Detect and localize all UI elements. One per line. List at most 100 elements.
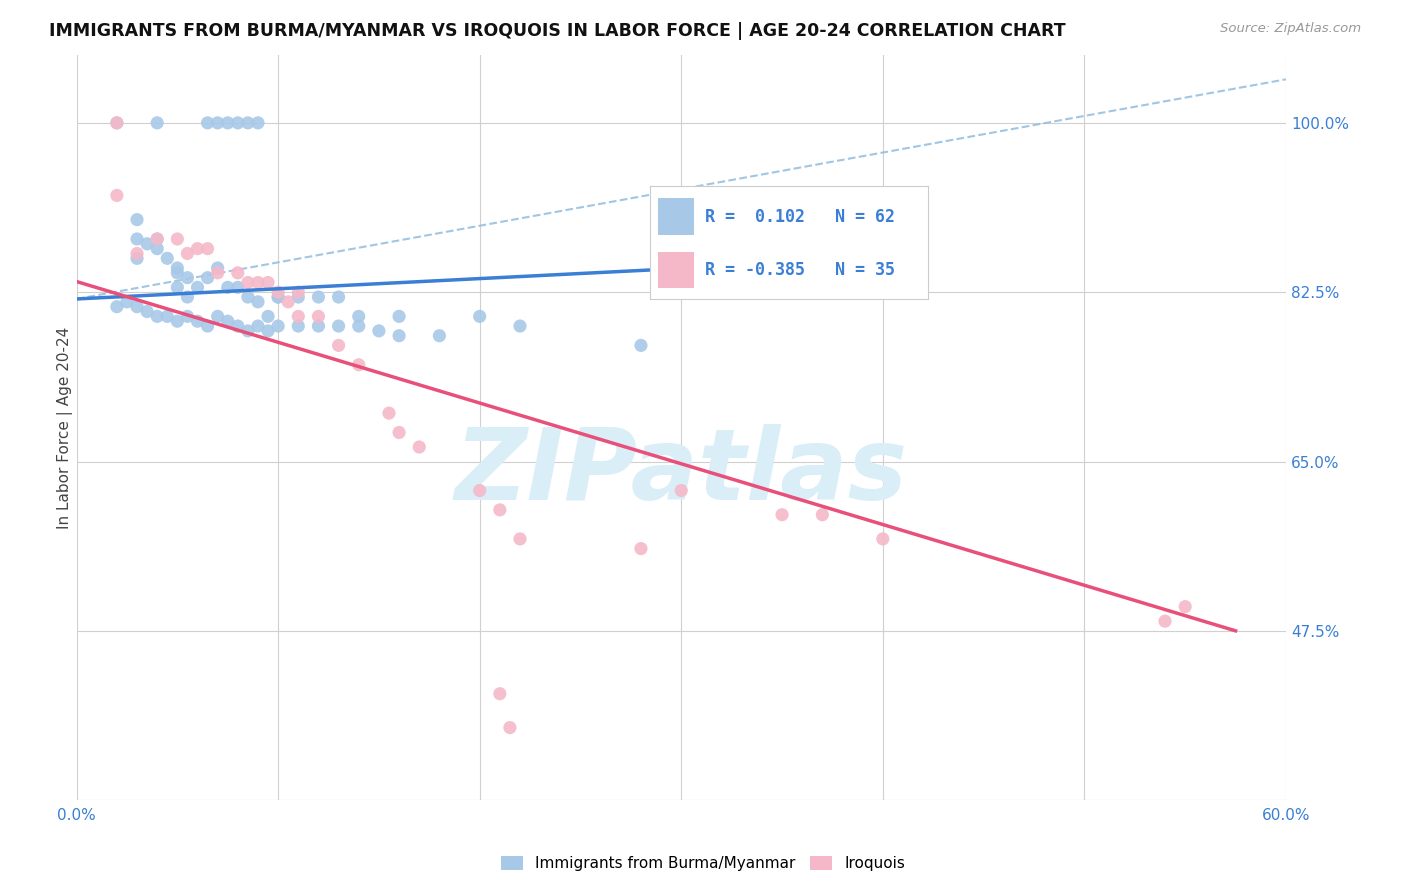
Point — [277, 294, 299, 309]
Point — [146, 116, 169, 130]
Point — [105, 116, 128, 130]
Text: Source: ZipAtlas.com: Source: ZipAtlas.com — [1220, 22, 1361, 36]
Point — [197, 116, 219, 130]
Point — [176, 270, 198, 285]
Point — [811, 508, 834, 522]
Point — [166, 266, 188, 280]
Point — [246, 319, 269, 334]
Point — [105, 188, 128, 202]
Point — [671, 483, 693, 498]
Point — [388, 425, 411, 440]
Point — [489, 687, 512, 701]
Point — [105, 300, 128, 314]
Point — [136, 304, 159, 318]
Bar — [658, 252, 695, 288]
Point — [257, 310, 280, 324]
Point — [217, 280, 239, 294]
Point — [468, 483, 491, 498]
Point — [246, 276, 269, 290]
Point — [236, 290, 259, 304]
Point — [166, 260, 188, 275]
Point — [328, 338, 350, 352]
Point — [207, 266, 229, 280]
Point — [166, 314, 188, 328]
Point — [307, 319, 329, 334]
Point — [489, 503, 512, 517]
Point — [388, 328, 411, 343]
Point — [236, 276, 259, 290]
Y-axis label: In Labor Force | Age 20-24: In Labor Force | Age 20-24 — [58, 326, 73, 529]
Point — [257, 276, 280, 290]
Point — [367, 324, 389, 338]
Point — [509, 532, 531, 546]
Point — [307, 310, 329, 324]
Point — [207, 116, 229, 130]
Point — [408, 440, 430, 454]
Point — [125, 300, 148, 314]
Text: R =  0.102   N = 62: R = 0.102 N = 62 — [706, 208, 896, 226]
Point — [207, 260, 229, 275]
Point — [267, 290, 290, 304]
Point — [236, 116, 259, 130]
Point — [197, 270, 219, 285]
Bar — [658, 199, 695, 235]
Point — [207, 310, 229, 324]
Point — [146, 310, 169, 324]
Point — [125, 246, 148, 260]
Point — [226, 280, 249, 294]
Point — [307, 290, 329, 304]
Point — [328, 290, 350, 304]
Point — [226, 319, 249, 334]
Point — [197, 319, 219, 334]
Point — [267, 285, 290, 300]
Point — [166, 280, 188, 294]
Point — [236, 324, 259, 338]
Point — [509, 319, 531, 334]
Point — [468, 310, 491, 324]
Point — [217, 314, 239, 328]
Point — [176, 310, 198, 324]
Point — [630, 338, 652, 352]
Point — [136, 236, 159, 251]
Point — [770, 508, 793, 522]
Point — [186, 280, 208, 294]
Point — [197, 242, 219, 256]
Point — [125, 252, 148, 266]
Point — [287, 310, 309, 324]
Point — [166, 232, 188, 246]
Point — [105, 116, 128, 130]
Point — [186, 314, 208, 328]
Point — [347, 319, 370, 334]
Point — [429, 328, 451, 343]
Point — [630, 541, 652, 556]
Point — [176, 290, 198, 304]
Point — [146, 242, 169, 256]
Point — [217, 116, 239, 130]
Point — [388, 310, 411, 324]
Point — [287, 319, 309, 334]
Text: R = -0.385   N = 35: R = -0.385 N = 35 — [706, 260, 896, 279]
Point — [226, 116, 249, 130]
Point — [267, 290, 290, 304]
Point — [347, 358, 370, 372]
Point — [156, 252, 179, 266]
Point — [115, 294, 138, 309]
Point — [347, 310, 370, 324]
Point — [1174, 599, 1197, 614]
Text: ZIPatlas: ZIPatlas — [454, 424, 908, 521]
Point — [176, 246, 198, 260]
Point — [499, 721, 522, 735]
Point — [186, 242, 208, 256]
Point — [267, 319, 290, 334]
Legend: Immigrants from Burma/Myanmar, Iroquois: Immigrants from Burma/Myanmar, Iroquois — [495, 850, 911, 877]
Point — [287, 290, 309, 304]
Point — [246, 294, 269, 309]
Point — [246, 116, 269, 130]
Point — [378, 406, 401, 420]
Point — [226, 266, 249, 280]
Point — [146, 232, 169, 246]
Point — [872, 532, 894, 546]
Point — [125, 232, 148, 246]
Point — [146, 232, 169, 246]
Point — [328, 319, 350, 334]
